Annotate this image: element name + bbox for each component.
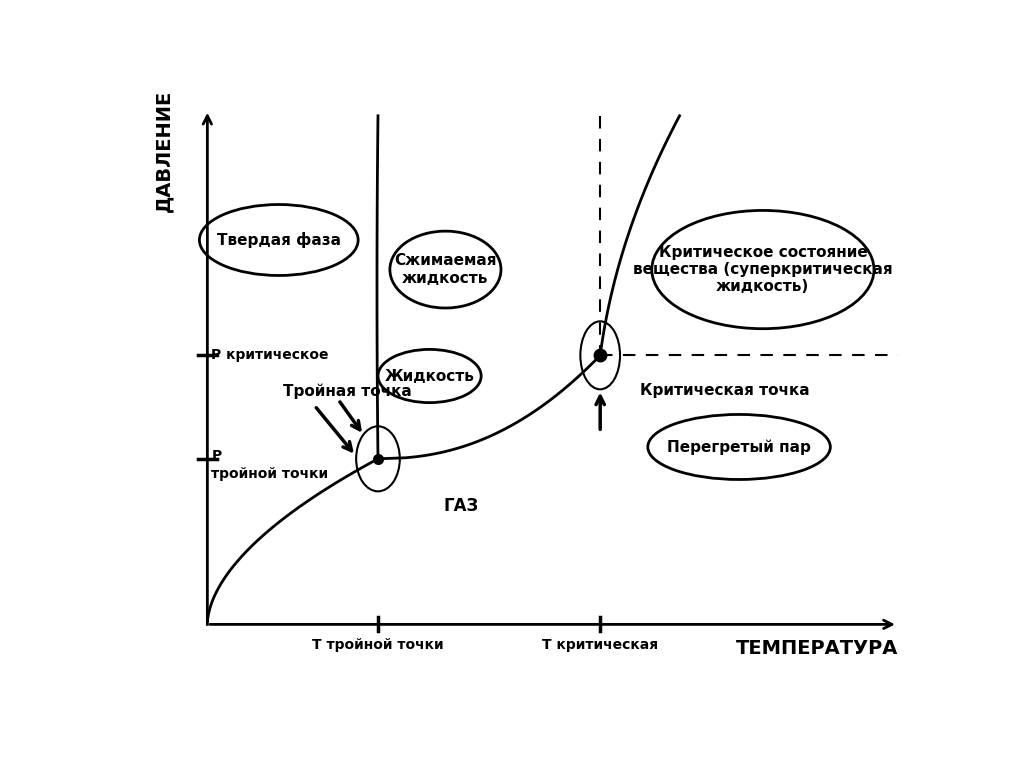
Text: Т тройной точки: Т тройной точки <box>312 638 443 652</box>
Text: Т критическая: Т критическая <box>542 638 658 652</box>
Text: ГАЗ: ГАЗ <box>443 497 479 515</box>
Text: Тройная точка: Тройная точка <box>283 383 412 399</box>
Text: ТЕМПЕРАТУРА: ТЕМПЕРАТУРА <box>735 638 898 657</box>
Text: Критическое состояние
вещества (суперкритическая
жидкость): Критическое состояние вещества (суперкри… <box>633 245 893 294</box>
Text: ДАВЛЕНИЕ: ДАВЛЕНИЕ <box>155 90 173 213</box>
Text: Перегретый пар: Перегретый пар <box>667 439 811 455</box>
Text: Критическая точка: Критическая точка <box>640 383 810 399</box>
Text: Р: Р <box>211 449 221 463</box>
Text: Сжимаемая
жидкость: Сжимаемая жидкость <box>394 253 497 286</box>
Text: Жидкость: Жидкость <box>385 369 474 383</box>
Text: Р критическое: Р критическое <box>211 349 329 362</box>
Text: Твердая фаза: Твердая фаза <box>217 232 341 248</box>
Text: тройной точки: тройной точки <box>211 467 329 481</box>
